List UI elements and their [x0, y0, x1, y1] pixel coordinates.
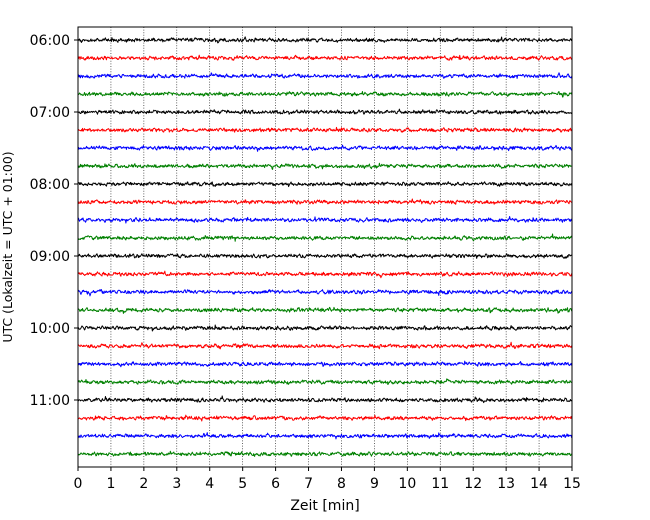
trace-1130 — [77, 432, 573, 440]
trace-0730 — [77, 144, 573, 152]
x-tick-label-3: 3 — [172, 476, 181, 492]
trace-0615 — [77, 54, 573, 61]
trace-1015 — [77, 341, 573, 350]
trace-0900 — [77, 253, 573, 259]
trace-1000 — [77, 324, 573, 332]
y-tick-label-0700: 07:00 — [30, 105, 70, 121]
trace-0945 — [77, 306, 573, 314]
trace-0915 — [77, 270, 573, 279]
x-tick-label-11: 11 — [431, 476, 449, 492]
x-tick-label-0: 0 — [74, 476, 83, 492]
y-tick-label-0900: 09:00 — [30, 249, 70, 265]
y-axis-label: UTC (Lokalzeit = UTC + 01:00) — [0, 151, 15, 342]
trace-0800 — [77, 181, 573, 188]
x-tick-label-2: 2 — [139, 476, 148, 492]
trace-0600 — [77, 36, 573, 44]
trace-1115 — [77, 414, 573, 422]
x-tick-label-9: 9 — [370, 476, 379, 492]
y-tick-label-1100: 11:00 — [30, 393, 70, 409]
y-axis: 06:00 07:00 08:00 09:00 10:00 11:00 — [30, 33, 78, 409]
trace-0815 — [77, 198, 573, 205]
x-tick-label-4: 4 — [205, 476, 214, 492]
x-tick-label-14: 14 — [530, 476, 548, 492]
y-tick-label-0800: 08:00 — [30, 177, 70, 193]
x-axis-label: Zeit [min] — [290, 498, 359, 514]
trace-1030 — [77, 360, 573, 368]
x-tick-label-12: 12 — [464, 476, 482, 492]
trace-0645 — [77, 90, 573, 98]
x-tick-label-13: 13 — [497, 476, 515, 492]
plot-frame — [77, 26, 573, 468]
trace-1145 — [77, 450, 573, 457]
trace-0630 — [77, 72, 573, 79]
trace-0930 — [77, 289, 573, 297]
trace-0830 — [77, 216, 573, 224]
x-tick-label-7: 7 — [304, 476, 313, 492]
x-tick-label-5: 5 — [238, 476, 247, 492]
x-axis: 0 1 2 3 4 5 6 7 8 9 10 11 12 13 14 15 — [74, 467, 581, 492]
x-tick-label-8: 8 — [337, 476, 346, 492]
trace-0745 — [77, 162, 573, 170]
trace-1100 — [77, 395, 573, 404]
x-tick-label-15: 15 — [563, 476, 581, 492]
x-tick-label-6: 6 — [271, 476, 280, 492]
trace-0715 — [77, 126, 573, 133]
grid-lines — [110, 27, 540, 467]
trace-0700 — [77, 108, 573, 115]
y-tick-label-1000: 10:00 — [30, 321, 70, 337]
x-tick-label-10: 10 — [398, 476, 416, 492]
x-tick-label-1: 1 — [106, 476, 115, 492]
trace-1045 — [77, 378, 573, 386]
trace-series-group — [77, 36, 573, 457]
y-tick-label-0600: 06:00 — [30, 33, 70, 49]
trace-0845 — [77, 233, 573, 242]
